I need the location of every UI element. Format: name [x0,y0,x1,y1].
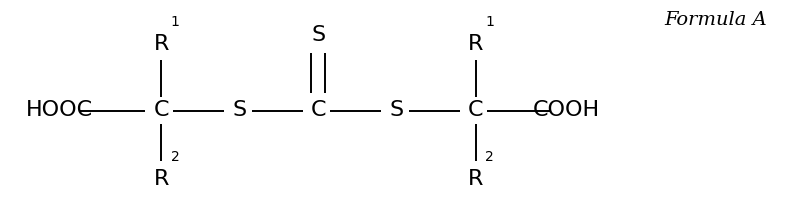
Text: COOH: COOH [532,101,600,120]
Text: S: S [311,25,325,45]
Text: C: C [153,101,169,120]
Text: 2: 2 [171,150,180,164]
Text: R: R [468,34,483,54]
Text: HOOC: HOOC [25,101,93,120]
Text: R: R [153,34,169,54]
Text: Formula A: Formula A [664,11,767,29]
Text: 1: 1 [485,15,494,29]
Text: C: C [310,101,326,120]
Text: C: C [468,101,483,120]
Text: 1: 1 [171,15,180,29]
Text: S: S [390,101,404,120]
Text: 2: 2 [485,150,494,164]
Text: R: R [153,169,169,189]
Text: S: S [233,101,247,120]
Text: R: R [468,169,483,189]
